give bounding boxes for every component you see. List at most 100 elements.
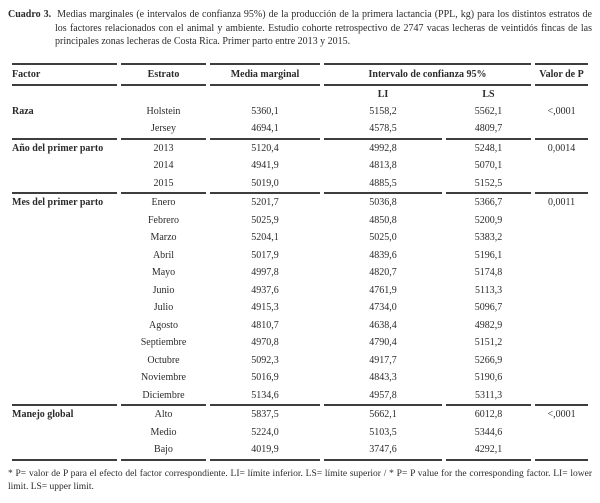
table-row: Agosto 4810,7 4638,4 4982,9 bbox=[12, 317, 588, 335]
table-row: Febrero 5025,9 4850,8 5200,9 bbox=[12, 212, 588, 230]
table-row: Manejo global Alto 5837,5 5662,1 6012,8 <,000… bbox=[12, 404, 589, 424]
results-table: Factor Estrato Media marginal Intervalo … bbox=[8, 62, 592, 461]
lower-limit-cell: 5662,1 bbox=[324, 404, 442, 424]
estrato-cell: Bajo bbox=[121, 441, 206, 461]
factor-cell bbox=[12, 157, 117, 175]
lower-limit-cell: 4578,5 bbox=[369, 123, 397, 135]
subheader-empty bbox=[210, 86, 320, 103]
media-marginal-cell: 5837,5 bbox=[210, 404, 320, 424]
lower-limit-cell: 4843,3 bbox=[369, 372, 397, 384]
media-marginal-cell: 5019,0 bbox=[251, 177, 279, 189]
media-marginal-cell: 5025,9 bbox=[251, 214, 279, 226]
media-marginal-cell: 4970,8 bbox=[251, 337, 279, 349]
p-value-cell bbox=[535, 424, 588, 442]
lower-limit-cell: 4820,7 bbox=[369, 267, 397, 279]
factor-cell bbox=[12, 212, 117, 230]
caption-text: Medias marginales (e intervalos de confi… bbox=[55, 9, 592, 47]
factor-cell bbox=[12, 369, 117, 387]
media-marginal-cell: 4694,1 bbox=[251, 123, 279, 135]
table-row: Abril 5017,9 4839,6 5196,1 bbox=[12, 247, 588, 265]
estrato-cell: 2014 bbox=[153, 160, 174, 172]
p-value-cell bbox=[535, 387, 588, 405]
estrato-cell: Noviembre bbox=[141, 372, 186, 384]
media-marginal-cell: 4915,3 bbox=[251, 302, 279, 314]
upper-limit-cell: 5248,1 bbox=[446, 137, 532, 158]
table-row: Diciembre 5134,6 4957,8 5311,3 bbox=[12, 387, 588, 405]
p-value-cell bbox=[535, 157, 588, 175]
header-row: Factor Estrato Media marginal Intervalo … bbox=[12, 62, 589, 86]
estrato-cell: Holstein bbox=[146, 105, 181, 117]
header-estrato: Estrato bbox=[121, 62, 206, 86]
factor-cell bbox=[12, 264, 117, 282]
header-factor: Factor bbox=[12, 62, 117, 86]
lower-limit-cell: 5103,5 bbox=[369, 426, 397, 438]
lower-limit-cell: 4917,7 bbox=[369, 354, 397, 366]
upper-limit-cell: 4292,1 bbox=[446, 441, 532, 461]
media-marginal-cell: 5017,9 bbox=[251, 249, 279, 261]
table-row: Raza Holstein 5360,1 5158,2 5562,1 <,0001 bbox=[12, 103, 588, 121]
media-marginal-cell: 4997,8 bbox=[251, 267, 279, 279]
estrato-cell: Mayo bbox=[151, 267, 176, 279]
table-row: Marzo 5204,1 5025,0 5383,2 bbox=[12, 229, 588, 247]
subheader-empty bbox=[121, 86, 206, 103]
table-row: 2014 4941,9 4813,8 5070,1 bbox=[12, 157, 588, 175]
media-marginal-cell: 5016,9 bbox=[251, 372, 279, 384]
media-marginal-cell: 4810,7 bbox=[251, 319, 279, 331]
footnote: * P= valor de P para el efecto del facto… bbox=[8, 468, 592, 493]
factor-cell bbox=[12, 387, 117, 405]
factor-cell bbox=[12, 282, 117, 300]
table-row: 2015 5019,0 4885,5 5152,5 bbox=[12, 175, 588, 193]
subheader-empty bbox=[535, 86, 588, 103]
factor-cell: Mes del primer parto bbox=[12, 192, 117, 212]
p-value-cell bbox=[535, 264, 588, 282]
factor-cell bbox=[12, 317, 117, 335]
table-row: Jersey 4694,1 4578,5 4809,7 bbox=[12, 120, 588, 138]
factor-cell bbox=[12, 299, 117, 317]
estrato-cell: Junio bbox=[152, 284, 175, 296]
p-value-cell bbox=[535, 120, 588, 138]
p-value-cell bbox=[535, 299, 588, 317]
upper-limit-cell: 5152,5 bbox=[474, 177, 503, 189]
p-value-cell: <,0001 bbox=[535, 404, 589, 424]
upper-limit-cell: 5311,3 bbox=[474, 389, 503, 401]
estrato-cell: Diciembre bbox=[142, 389, 185, 401]
table-row: Octubre 5092,3 4917,7 5266,9 bbox=[12, 352, 588, 370]
lower-limit-cell: 4839,6 bbox=[369, 249, 397, 261]
factor-cell: Manejo global bbox=[12, 404, 117, 424]
upper-limit-cell: 5151,2 bbox=[474, 337, 503, 349]
upper-limit-cell: 5266,9 bbox=[474, 354, 503, 366]
media-marginal-cell: 4019,9 bbox=[210, 441, 320, 461]
table-row: Año del primer parto 2013 5120,4 4992,8 5248… bbox=[12, 137, 589, 158]
estrato-cell: Abril bbox=[152, 249, 175, 261]
media-marginal-cell: 5120,4 bbox=[210, 137, 320, 158]
lower-limit-cell: 4885,5 bbox=[369, 177, 397, 189]
estrato-cell: Alto bbox=[121, 404, 206, 424]
p-value-cell bbox=[535, 247, 588, 265]
upper-limit-cell: 5366,7 bbox=[446, 192, 532, 212]
upper-limit-cell: 5344,6 bbox=[474, 426, 503, 438]
lower-limit-cell: 5158,2 bbox=[369, 105, 397, 117]
factor-cell bbox=[12, 247, 117, 265]
factor-cell: Raza bbox=[12, 105, 34, 117]
upper-limit-cell: 5190,6 bbox=[474, 372, 503, 384]
estrato-cell: Enero bbox=[121, 192, 206, 212]
factor-cell bbox=[12, 334, 117, 352]
media-marginal-cell: 4941,9 bbox=[251, 160, 279, 172]
media-marginal-cell: 5360,1 bbox=[251, 105, 279, 117]
estrato-cell: Septiembre bbox=[140, 337, 187, 349]
factor-cell bbox=[12, 424, 117, 442]
lower-limit-cell: 3747,6 bbox=[324, 441, 442, 461]
factor-cell bbox=[12, 229, 117, 247]
upper-limit-cell: 5562,1 bbox=[474, 105, 503, 117]
p-value-cell bbox=[535, 229, 588, 247]
upper-limit-cell: 6012,8 bbox=[446, 404, 532, 424]
media-marginal-cell: 5204,1 bbox=[251, 232, 279, 244]
table-row: Bajo 4019,9 3747,6 4292,1 bbox=[12, 441, 589, 461]
lower-limit-cell: 4761,9 bbox=[369, 284, 397, 296]
lower-limit-cell: 4992,8 bbox=[324, 137, 442, 158]
table-row: Julio 4915,3 4734,0 5096,7 bbox=[12, 299, 588, 317]
factor-cell bbox=[12, 175, 117, 193]
estrato-cell: Jersey bbox=[151, 123, 176, 135]
table-body: Raza Holstein 5360,1 5158,2 5562,1 <,0001 Jers… bbox=[12, 103, 589, 461]
